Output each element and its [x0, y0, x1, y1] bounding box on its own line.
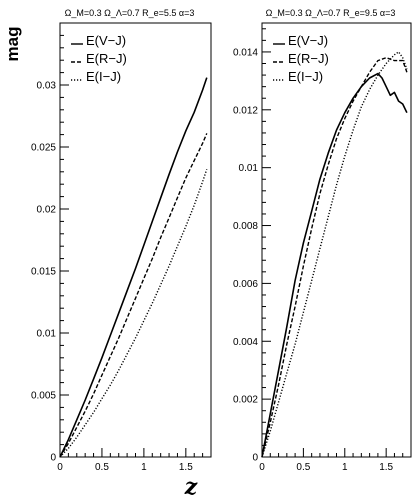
- series-line-3: [59, 169, 208, 458]
- x-tick-label: 1: [342, 462, 348, 473]
- x-tick-label: 1: [141, 462, 147, 473]
- chart-panel-1: Ω_M=0.3 Ω_Λ=0.7 R_e=5.5 α=3 0 0.005 0.01 0.0…: [31, 8, 212, 473]
- y-tick-label: 0: [50, 453, 56, 464]
- y-tick-label: 0.01: [37, 329, 57, 340]
- y-tick-label: 0.02: [37, 205, 57, 216]
- chart-title: Ω_M=0.3 Ω_Λ=0.7 R_e=5.5 α=3: [65, 8, 195, 18]
- legend-label-1: E(V−J): [86, 33, 126, 48]
- chart-panel-2: Ω_M=0.3 Ω_Λ=0.7 R_e=9.5 α=3 0 0.002 0.004 0.…: [233, 8, 412, 473]
- plot-frame: [59, 22, 212, 458]
- legend-label-3: E(I−J): [86, 69, 121, 84]
- series-line-1: [261, 72, 408, 458]
- x-tick-label: 0.5: [296, 462, 310, 473]
- y-tick-label: 0.006: [233, 279, 258, 290]
- x-tick-label: 1.5: [179, 462, 193, 473]
- series-line-1: [59, 77, 208, 458]
- legend-label-3: E(I−J): [288, 69, 323, 84]
- plot-frame: [261, 22, 412, 458]
- y-tick-label: 0.005: [31, 391, 56, 402]
- series-line-3: [261, 51, 408, 458]
- x-tick-label: 0: [259, 462, 265, 473]
- y-tick-label: 0.01: [239, 163, 259, 174]
- y-tick-label: 0.008: [233, 221, 258, 232]
- y-tick-label: 0.012: [233, 105, 258, 116]
- x-axis-label-right: z: [184, 474, 198, 500]
- legend-label-1: E(V−J): [288, 33, 328, 48]
- chart-title: Ω_M=0.3 Ω_Λ=0.7 R_e=9.5 α=3: [266, 8, 396, 18]
- x-tick-label: 0: [57, 462, 63, 473]
- y-tick-label: 0.015: [31, 267, 56, 278]
- series-line-2: [59, 133, 208, 458]
- y-tick-label: 0.002: [233, 395, 258, 406]
- x-tick-label: 1.5: [379, 462, 393, 473]
- y-tick-label: 0.004: [233, 337, 258, 348]
- chart-panels: Ω_M=0.3 Ω_Λ=0.7 R_e=5.5 α=3 0 0.005 0.01 0.0…: [31, 8, 412, 473]
- y-axis-label-left: mag: [3, 27, 22, 62]
- y-tick-label: 0: [252, 453, 258, 464]
- y-tick-label: 0.025: [31, 143, 56, 154]
- legend-label-2: E(R−J): [86, 51, 127, 66]
- series-line-2: [261, 57, 408, 458]
- legend-label-2: E(R−J): [288, 51, 329, 66]
- y-tick-label: 0.03: [37, 81, 57, 92]
- y-tick-label: 0.014: [233, 47, 258, 58]
- x-tick-label: 0.5: [95, 462, 109, 473]
